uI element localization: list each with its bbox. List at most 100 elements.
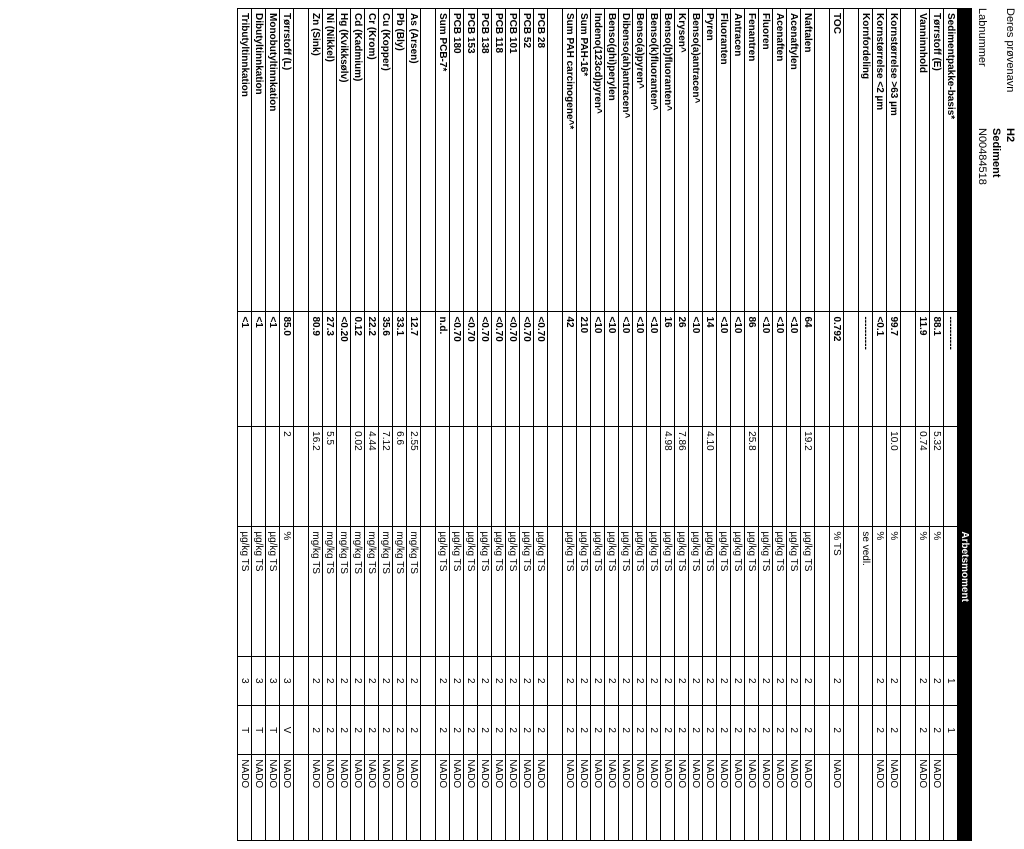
cell: As (Arsen) [407, 9, 421, 312]
cell: 7.12 [379, 427, 393, 527]
cell [901, 755, 916, 841]
cell: 2 [393, 656, 407, 705]
table-row: Sum PAH-16*210µg/kg TS22NADO [577, 9, 591, 841]
cell [421, 527, 436, 656]
table-row [901, 9, 916, 841]
cell: PCB 52 [520, 9, 534, 312]
table-row: PCB 180<0.70µg/kg TS22NADO [450, 9, 464, 841]
cell: Cu (Kopper) [379, 9, 393, 312]
cell: 2 [731, 705, 745, 754]
cell: NADO [323, 755, 337, 841]
cell: 2 [407, 705, 421, 754]
table-row: Cu (Kopper)35.67.12mg/kg TS22NADO [379, 9, 393, 841]
cell: 4.98 [661, 427, 675, 527]
table-row: Tørrstoff (L)85.02%3VNADO [280, 9, 294, 841]
cell: 2 [717, 705, 731, 754]
cell: V [280, 705, 294, 754]
table-row: Pyren144.10µg/kg TS22NADO [703, 9, 717, 841]
arbetsmoment-header: Arbetsmoment [958, 527, 972, 656]
cell: NADO [577, 755, 591, 841]
cell: PCB 138 [478, 9, 492, 312]
cell: Tørrstoff (E) [930, 9, 944, 312]
table-row: Sum PAH carcinogene^*42µg/kg TS22NADO [563, 9, 577, 841]
table-row: Benso(ghi)perylen<10µg/kg TS22NADO [605, 9, 619, 841]
cell: NADO [830, 755, 844, 841]
cell: <10 [717, 312, 731, 427]
table-row: Monobutyltinnkation<1µg/kg TS3TNADO [266, 9, 280, 841]
cell [436, 427, 450, 527]
cell: Kornstørrelse <2 µm [873, 9, 887, 312]
cell [478, 427, 492, 527]
cell: 26 [675, 312, 689, 427]
cell: 2 [830, 656, 844, 705]
cell [492, 427, 506, 527]
cell: µg/kg TS [647, 527, 661, 656]
table-row: Kornfordeling----------se vedl. [859, 9, 873, 841]
cell [717, 427, 731, 527]
cell: Pyren [703, 9, 717, 312]
cell: NADO [309, 755, 323, 841]
cell: 12.7 [407, 312, 421, 427]
cell: 2 [633, 705, 647, 754]
cell: 2 [365, 656, 379, 705]
cell: µg/kg TS [464, 527, 478, 656]
cell: <10 [619, 312, 633, 427]
cell: 2 [323, 705, 337, 754]
cell: mg/kg TS [309, 527, 323, 656]
cell: 2.55 [407, 427, 421, 527]
cell: se vedl. [859, 527, 873, 656]
cell: NADO [916, 755, 930, 841]
cell: 2 [731, 656, 745, 705]
cell: Acenaftylen [787, 9, 801, 312]
cell: mg/kg TS [351, 527, 365, 656]
cell [815, 9, 830, 312]
table-row: Kornstørrelse >63 µm99.710.0%22NADO [887, 9, 901, 841]
cell: NADO [252, 755, 266, 841]
cell: NADO [393, 755, 407, 841]
table-row: Acenaftylen<10µg/kg TS22NADO [787, 9, 801, 841]
cell: NADO [605, 755, 619, 841]
labnummer-value: N00484518 [976, 128, 988, 185]
cell: Fluoranten [717, 9, 731, 312]
cell: 2 [887, 656, 901, 705]
table-row: Acenaften<10µg/kg TS22NADO [773, 9, 787, 841]
cell: µg/kg TS [703, 527, 717, 656]
table-row: PCB 138<0.70µg/kg TS22NADO [478, 9, 492, 841]
cell [815, 527, 830, 656]
cell: NADO [591, 755, 605, 841]
cell [830, 427, 844, 527]
cell [238, 427, 252, 527]
cell: 2 [661, 705, 675, 754]
cell: 27.3 [323, 312, 337, 427]
cell: <10 [591, 312, 605, 427]
cell [294, 312, 309, 427]
table-row: Dibenso(ah)antracen^<10µg/kg TS22NADO [619, 9, 633, 841]
cell: µg/kg TS [478, 527, 492, 656]
cell: NADO [337, 755, 351, 841]
cell: 2 [337, 656, 351, 705]
cell [815, 427, 830, 527]
cell: T [252, 705, 266, 754]
cell: 2 [450, 656, 464, 705]
cell: 25.8 [745, 427, 759, 527]
cell: NADO [450, 755, 464, 841]
cell [787, 427, 801, 527]
cell: NADO [238, 755, 252, 841]
cell: <1 [238, 312, 252, 427]
cell: 2 [647, 656, 661, 705]
cell: 2 [323, 656, 337, 705]
cell: T [266, 705, 280, 754]
cell: NADO [351, 755, 365, 841]
cell: 2 [619, 705, 633, 754]
table-row: PCB 28<0.70µg/kg TS22NADO [534, 9, 548, 841]
cell: 2 [379, 656, 393, 705]
table-row: Dibutyltinnkation<1µg/kg TS3TNADO [252, 9, 266, 841]
cell: NADO [731, 755, 745, 841]
cell: µg/kg TS [534, 527, 548, 656]
cell [591, 427, 605, 527]
cell [944, 527, 958, 656]
cell: mg/kg TS [337, 527, 351, 656]
cell [647, 427, 661, 527]
cell: Zn (Sink) [309, 9, 323, 312]
cell: PCB 101 [506, 9, 520, 312]
